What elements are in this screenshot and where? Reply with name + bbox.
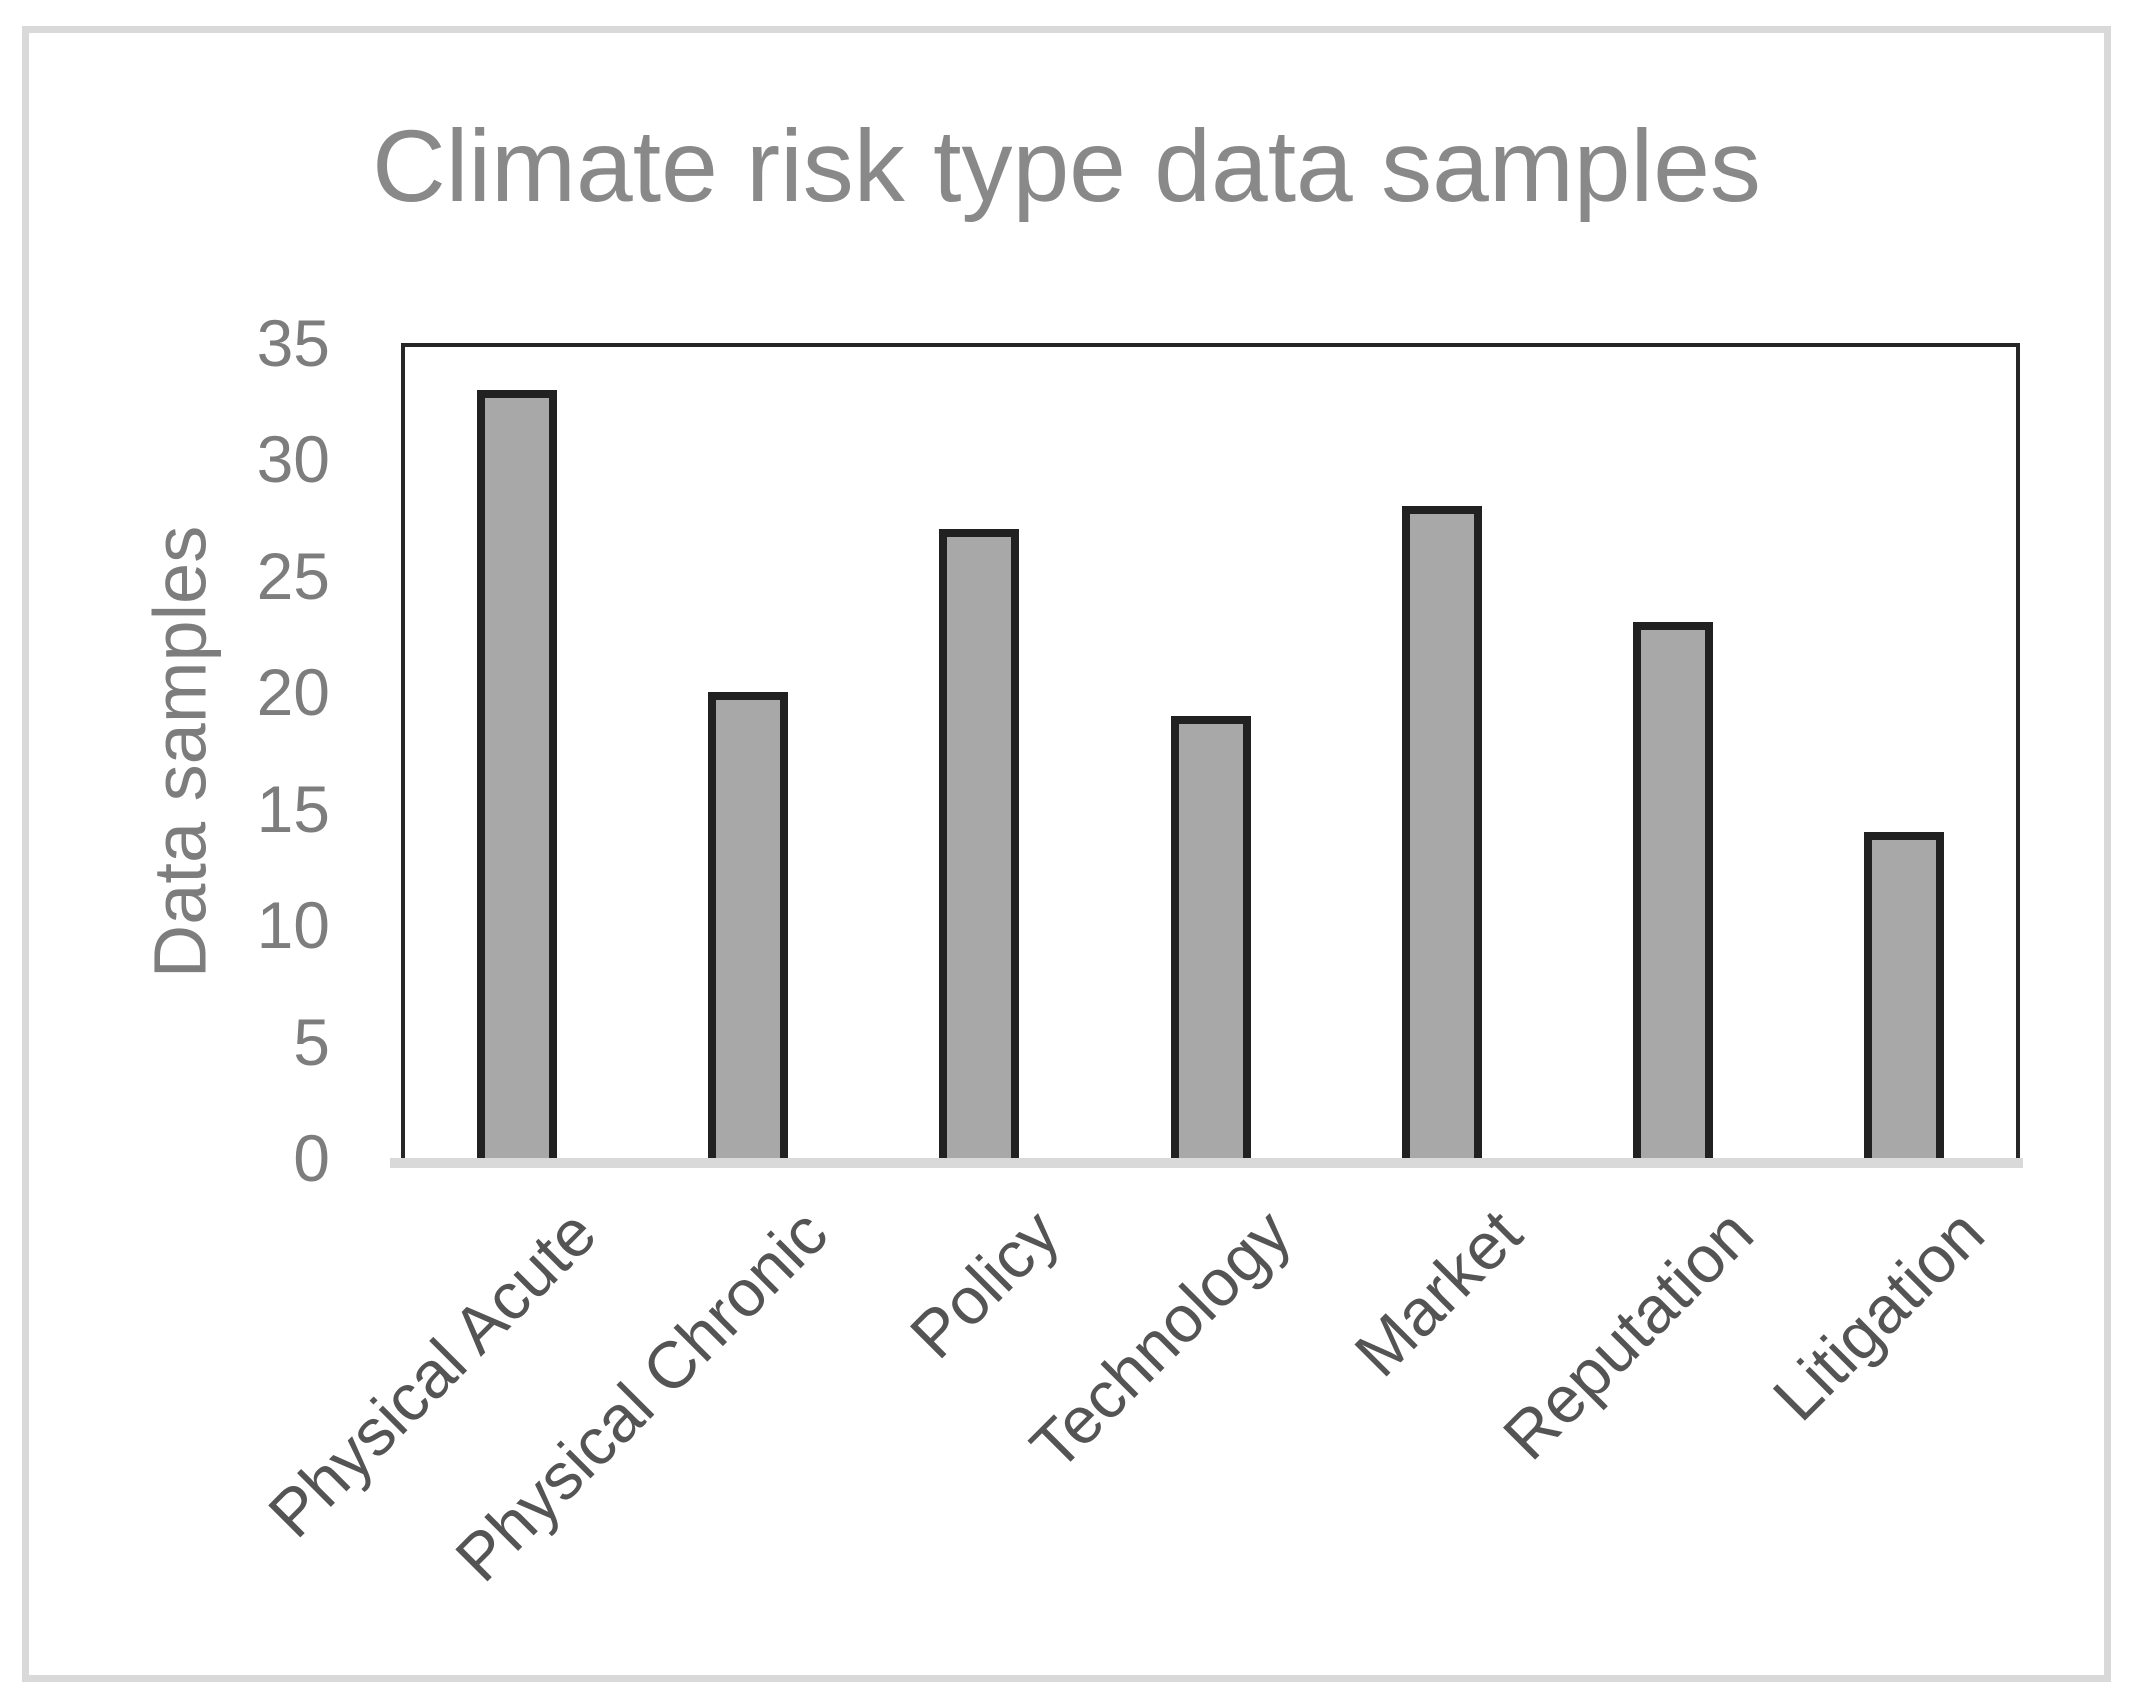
y-tick-label-5: 5 <box>293 1004 330 1079</box>
bar-physical-chronic <box>707 692 788 1158</box>
y-tick-label-10: 10 <box>256 888 330 963</box>
y-tick-label-35: 35 <box>256 306 330 380</box>
chart-title: Climate risk type data samples <box>372 109 1761 223</box>
y-axis-title: Data samples <box>138 525 222 979</box>
y-tick-label-0: 0 <box>293 1121 330 1195</box>
bar-reputation <box>1633 622 1714 1158</box>
bar-technology <box>1170 715 1251 1158</box>
bar-policy <box>939 529 1020 1158</box>
bar-physical-acute <box>476 389 557 1158</box>
y-tick-label-15: 15 <box>256 771 330 846</box>
y-tick-label-20: 20 <box>256 655 330 730</box>
figure-border <box>22 26 2111 1682</box>
bar-market <box>1401 506 1482 1158</box>
y-tick-label-30: 30 <box>256 422 330 497</box>
x-axis-line <box>390 1158 2023 1168</box>
bar-litigation <box>1864 832 1945 1158</box>
y-tick-label-25: 25 <box>256 538 330 613</box>
